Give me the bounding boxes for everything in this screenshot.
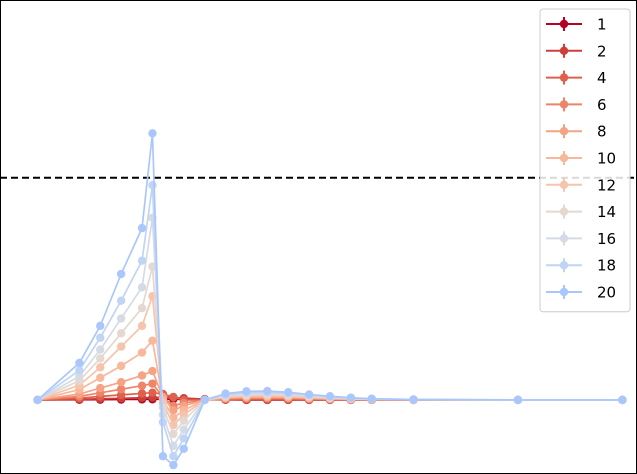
legend-marker bbox=[559, 73, 569, 82]
data-point bbox=[618, 395, 627, 405]
legend-marker bbox=[559, 180, 569, 189]
legend-entry: 1 bbox=[546, 16, 607, 34]
legend-label: 1 bbox=[597, 16, 607, 34]
series-20 bbox=[33, 129, 627, 470]
data-point bbox=[96, 373, 105, 382]
legend-entry: 10 bbox=[546, 150, 616, 168]
legend-entry: 20 bbox=[546, 284, 616, 302]
data-point bbox=[148, 336, 157, 345]
data-point bbox=[116, 329, 126, 338]
data-point bbox=[304, 390, 314, 399]
data-point bbox=[96, 363, 105, 372]
data-point bbox=[96, 383, 105, 393]
legend-label: 2 bbox=[597, 42, 607, 60]
legend-marker bbox=[559, 153, 569, 163]
data-point bbox=[96, 345, 105, 354]
data-point bbox=[96, 321, 105, 331]
data-point bbox=[148, 180, 157, 190]
data-point bbox=[137, 223, 147, 233]
legend-label: 18 bbox=[597, 257, 616, 275]
data-point bbox=[137, 283, 147, 292]
data-point bbox=[179, 434, 188, 443]
legend-label: 14 bbox=[597, 203, 616, 221]
data-point bbox=[158, 452, 168, 461]
data-point bbox=[179, 444, 188, 454]
legend-marker bbox=[559, 261, 569, 270]
legend-entry: 2 bbox=[546, 42, 607, 60]
data-point bbox=[158, 417, 168, 427]
data-point bbox=[148, 388, 157, 397]
data-point bbox=[179, 410, 188, 419]
data-point bbox=[169, 392, 178, 402]
data-point bbox=[179, 425, 188, 434]
legend-label: 20 bbox=[597, 284, 616, 302]
data-point bbox=[33, 395, 42, 405]
data-point bbox=[169, 452, 178, 461]
legend-entry: 6 bbox=[546, 96, 607, 114]
legend-label: 12 bbox=[597, 176, 616, 194]
legend-entry: 8 bbox=[546, 123, 607, 141]
data-point bbox=[409, 395, 418, 404]
data-point bbox=[148, 379, 157, 388]
data-point bbox=[116, 342, 126, 351]
legend-box bbox=[539, 8, 631, 313]
legend-entry: 12 bbox=[546, 176, 616, 194]
legend-marker bbox=[559, 127, 569, 136]
data-point bbox=[116, 385, 126, 394]
legend-marker bbox=[559, 46, 569, 55]
data-point bbox=[96, 354, 105, 363]
data-point bbox=[169, 460, 178, 470]
data-point bbox=[137, 389, 147, 398]
data-point bbox=[116, 377, 126, 387]
data-point bbox=[242, 387, 251, 396]
data-point bbox=[221, 389, 230, 398]
data-point bbox=[148, 129, 157, 138]
series-layer bbox=[33, 129, 627, 470]
legend-marker bbox=[559, 234, 569, 243]
legend-marker bbox=[559, 19, 569, 29]
data-point bbox=[169, 429, 178, 439]
legend-label: 4 bbox=[597, 69, 607, 87]
data-point bbox=[325, 392, 335, 401]
data-point bbox=[75, 366, 84, 375]
data-point bbox=[137, 321, 147, 331]
data-point bbox=[284, 388, 293, 397]
data-point bbox=[75, 372, 84, 381]
data-point bbox=[137, 256, 147, 265]
data-point bbox=[200, 395, 209, 405]
data-point bbox=[263, 386, 272, 396]
legend-marker bbox=[559, 100, 569, 109]
data-point bbox=[179, 416, 188, 425]
data-point bbox=[137, 303, 147, 313]
legend-entry: 18 bbox=[546, 257, 616, 275]
legend-entry: 16 bbox=[546, 230, 616, 248]
data-point bbox=[75, 358, 84, 368]
legend-entry: 4 bbox=[546, 69, 607, 87]
data-point bbox=[169, 406, 178, 415]
data-point bbox=[137, 348, 147, 357]
legend-label: 6 bbox=[597, 96, 607, 114]
data-point bbox=[116, 296, 126, 305]
legend-label: 16 bbox=[597, 230, 616, 248]
data-point bbox=[137, 381, 147, 390]
legend-label: 10 bbox=[597, 150, 616, 168]
legend-label: 8 bbox=[597, 123, 607, 141]
data-point bbox=[367, 394, 376, 403]
data-point bbox=[346, 393, 356, 402]
legend-marker bbox=[559, 287, 569, 297]
data-point bbox=[116, 269, 126, 279]
data-point bbox=[116, 361, 126, 371]
data-point bbox=[513, 395, 523, 405]
data-point bbox=[116, 314, 126, 323]
legend-entry: 14 bbox=[546, 203, 616, 221]
legend-marker bbox=[559, 207, 569, 216]
data-point bbox=[148, 366, 157, 376]
data-point bbox=[137, 371, 147, 380]
data-point bbox=[96, 333, 105, 342]
